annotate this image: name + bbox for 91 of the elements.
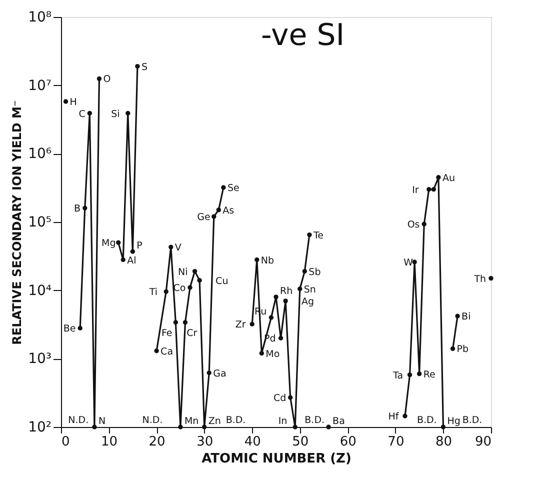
point (126, 110, 130, 116)
y-tick-label: 10⁵ (28, 214, 52, 230)
annotation: Cr (186, 328, 198, 339)
y-tick-label: 10⁷ (28, 78, 52, 94)
annotation: Ag (302, 296, 314, 308)
point (402, 414, 408, 418)
annotation: Zr (235, 320, 246, 331)
point (440, 424, 446, 430)
annotation: Au (442, 172, 455, 184)
annotation: Ni (178, 266, 188, 278)
annotation: Zn (208, 416, 221, 427)
annotation: Ir (412, 184, 419, 196)
annotation: Ti (148, 287, 158, 298)
annotation: Th (473, 274, 486, 285)
y-axis-title: RELATIVE SECONDARY ION YIELD M⁻ (10, 100, 24, 345)
point (120, 257, 126, 262)
annotation: Al (127, 255, 136, 266)
annotation: V (174, 242, 182, 254)
x-tick-label: 0 (62, 434, 70, 450)
annotation: Nb (260, 255, 274, 266)
x-tick-label: 70 (388, 434, 404, 450)
annotation: Mg (102, 238, 116, 250)
annotation: P (136, 240, 143, 252)
point (87, 110, 92, 116)
y-tick-label: 10³ (28, 351, 52, 368)
y-tick-label: 10⁶ (28, 146, 52, 162)
annotation: Hg (447, 416, 460, 427)
annotation: Te (312, 230, 324, 242)
point (426, 187, 432, 192)
annotation: Hf (388, 411, 400, 422)
annotation: Ca (160, 346, 174, 358)
point (422, 222, 426, 226)
annotation: S (141, 62, 148, 73)
x-tick-label: 90 (474, 434, 492, 450)
annotation: B (74, 204, 81, 215)
point (92, 424, 97, 430)
annotation: Si (111, 108, 120, 120)
point (82, 206, 88, 210)
annotation: As (222, 205, 234, 216)
point (78, 326, 82, 330)
point (436, 175, 441, 180)
x-tick-label: 50 (292, 434, 309, 450)
x-tick-label: 30 (196, 434, 214, 450)
annotation: Co (173, 283, 186, 294)
x-tick-label: 40 (244, 434, 261, 450)
annotation: B.D. (462, 415, 482, 426)
annotation: C (78, 108, 86, 120)
annotation: Be (63, 324, 76, 335)
x-tick-label: 80 (435, 434, 452, 450)
annotation: B.D. (416, 415, 437, 426)
point (135, 64, 140, 69)
annotation: N (98, 416, 106, 427)
annotation: Ga (213, 368, 226, 380)
annotation: Cu (216, 276, 228, 287)
point (96, 76, 102, 82)
annotation: B.D. (226, 415, 246, 426)
annotation: Os (407, 220, 420, 231)
point (431, 187, 436, 192)
annotation: -ve SI (261, 18, 345, 53)
annotation: Sn (304, 284, 316, 296)
annotation: Cd (274, 393, 286, 404)
annotation: Bi (462, 312, 471, 323)
y-tick-label: 10⁸ (28, 10, 52, 26)
point (130, 249, 136, 254)
annotation: Pb (456, 344, 469, 356)
y-tick-label: 10⁴ (28, 282, 52, 299)
point (116, 240, 121, 245)
annotation: Sb (308, 266, 321, 278)
annotation: Fe (161, 328, 172, 339)
annotation: B.D. (304, 415, 325, 426)
annotation: O (103, 74, 111, 86)
annotation: Ge (197, 212, 210, 224)
annotation: Mo (266, 348, 280, 360)
annotation: N.D. (142, 415, 163, 426)
x-tick-label: 20 (148, 434, 166, 450)
annotation: Ta (392, 370, 404, 382)
annotation: W (404, 257, 414, 268)
annotation: In (278, 416, 288, 427)
x-tick-label: 60 (340, 434, 356, 450)
y-tick-label: 10² (28, 420, 52, 436)
point (407, 372, 412, 378)
x-axis-title: ATOMIC NUMBER (Z) (202, 452, 352, 466)
annotation: Se (227, 182, 240, 194)
annotation: Mn (184, 416, 199, 427)
point (416, 371, 422, 376)
annotation: Ba (332, 416, 345, 427)
x-tick-label: 10 (101, 434, 118, 450)
annotation: Re (423, 369, 436, 380)
annotation: N.D. (68, 415, 89, 426)
annotation: H (70, 97, 77, 108)
annotation: Rh (280, 286, 293, 297)
